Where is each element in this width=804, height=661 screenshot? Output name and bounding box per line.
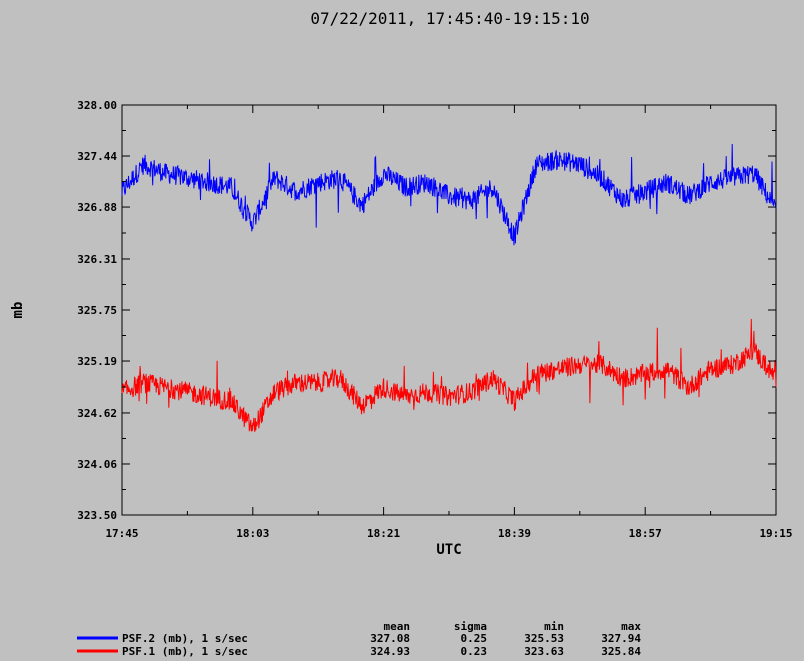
y-tick-label: 325.19 [77,355,117,368]
x-tick-label: 18:21 [367,527,400,540]
legend-mean-psf2: 327.08 [370,632,410,645]
x-tick-labels: 17:45 18:03 18:21 18:39 18:57 19:15 [105,527,792,540]
plot-frame [121,104,777,516]
y-tick-label: 323.50 [77,509,117,522]
x-tick-label: 18:03 [236,527,269,540]
y-tick-label: 326.88 [77,201,117,214]
series-layer [121,143,777,432]
legend-min-psf1: 323.63 [524,645,564,658]
series-line-0 [121,143,777,246]
y-tick-label: 327.44 [77,150,117,163]
x-tick-label: 17:45 [105,527,138,540]
legend-min-psf2: 325.53 [524,632,564,645]
series-line-1 [121,318,777,432]
legend-max-psf1: 325.84 [601,645,641,658]
x-axis-label: UTC [436,542,461,558]
legend-sigma-psf2: 0.25 [461,632,488,645]
plot-area [121,104,777,516]
legend-header-min: min [544,620,564,633]
tick-layer [121,104,777,516]
legend-mean-psf1: 324.93 [370,645,410,658]
y-tick-label: 328.00 [77,99,117,112]
x-tick-label: 19:15 [759,527,792,540]
legend-name-psf2: PSF.2 (mb), 1 s/sec [122,632,248,645]
chart-title: 07/22/2011, 17:45:40-19:15:10 [310,9,589,28]
legend-header-sigma: sigma [454,620,487,633]
y-tick-label: 324.06 [77,458,117,471]
legend-sigma-psf1: 0.23 [461,645,488,658]
legend-header-max: max [621,620,641,633]
legend: mean sigma min max PSF.2 (mb), 1 s/sec 3… [77,620,641,658]
legend-max-psf2: 327.94 [601,632,641,645]
x-tick-label: 18:39 [498,527,531,540]
legend-name-psf1: PSF.1 (mb), 1 s/sec [122,645,248,658]
x-tick-label: 18:57 [629,527,662,540]
y-tick-label: 324.62 [77,407,117,420]
legend-header-mean: mean [384,620,411,633]
y-axis-label: mb [10,302,26,319]
y-tick-labels: 323.50 324.06 324.62 325.19 325.75 326.31 326.… [77,99,117,522]
y-tick-label: 325.75 [77,304,117,317]
y-tick-label: 326.31 [77,253,117,266]
